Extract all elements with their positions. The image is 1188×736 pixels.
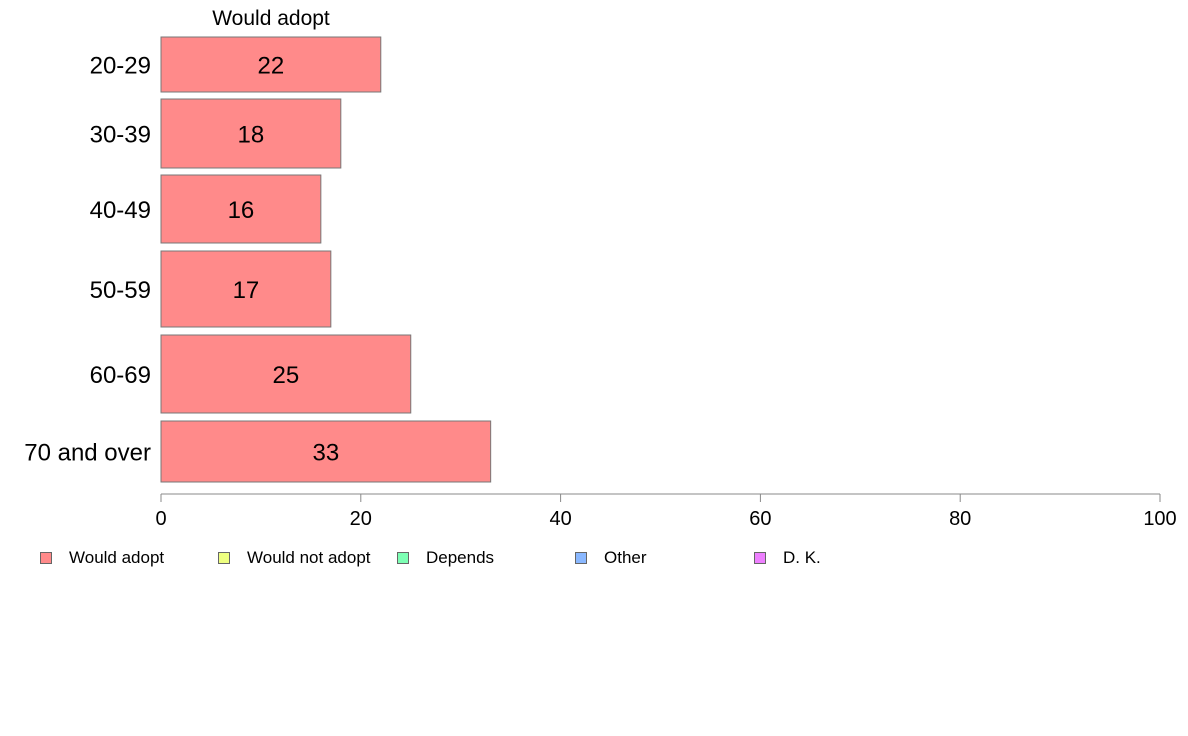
x-tick-label: 0 — [155, 508, 166, 530]
legend-label: Other — [604, 548, 647, 567]
legend-swatch — [754, 552, 766, 564]
legend-swatch — [218, 552, 230, 564]
bars-group: 22 20-29 18 30-39 16 40-49 17 50-59 25 60-69 33 70 … — [24, 36, 492, 483]
legend-item: Would not adopt — [218, 546, 371, 570]
legend-swatch — [397, 552, 409, 564]
bar-20-29 — [160, 36, 382, 93]
bar-70-and-over — [160, 420, 492, 483]
bar-value-label: 22 — [258, 53, 285, 80]
legend: Would adopt Would not adopt Depends Other D.… — [0, 546, 1188, 570]
category-label: 30-39 — [90, 122, 151, 149]
category-label: 20-29 — [90, 53, 151, 80]
bar-value-label: 25 — [273, 362, 300, 389]
x-tick-label: 60 — [749, 508, 771, 530]
legend-label: D. K. — [783, 548, 821, 567]
x-tick-label: 20 — [350, 508, 372, 530]
bar-40-49 — [160, 174, 322, 244]
category-label: 60-69 — [90, 362, 151, 389]
legend-item: D. K. — [754, 546, 821, 570]
chart-title: Would adopt — [212, 7, 330, 30]
x-axis: 0 20 40 60 80 100 — [155, 493, 1177, 530]
x-tick-label: 40 — [549, 508, 571, 530]
bar-60-69 — [160, 334, 412, 414]
bar-value-label: 17 — [233, 277, 260, 304]
bar-value-label: 16 — [228, 197, 255, 224]
legend-label: Would not adopt — [247, 548, 371, 567]
x-tick-label: 100 — [1143, 508, 1176, 530]
category-label: 40-49 — [90, 197, 151, 224]
x-tick-label: 80 — [949, 508, 971, 530]
bar-value-label: 33 — [312, 440, 339, 467]
bar-50-59 — [160, 250, 332, 328]
legend-item: Other — [575, 546, 647, 570]
legend-item: Depends — [397, 546, 494, 570]
bar-30-39 — [160, 98, 342, 169]
legend-item: Would adopt — [40, 546, 164, 570]
legend-swatch — [575, 552, 587, 564]
bar-value-label: 18 — [238, 122, 265, 149]
legend-label: Depends — [426, 548, 495, 567]
legend-swatch — [40, 552, 52, 564]
category-label: 70 and over — [24, 440, 151, 467]
category-label: 50-59 — [90, 277, 151, 304]
legend-label: Would adopt — [69, 548, 165, 567]
